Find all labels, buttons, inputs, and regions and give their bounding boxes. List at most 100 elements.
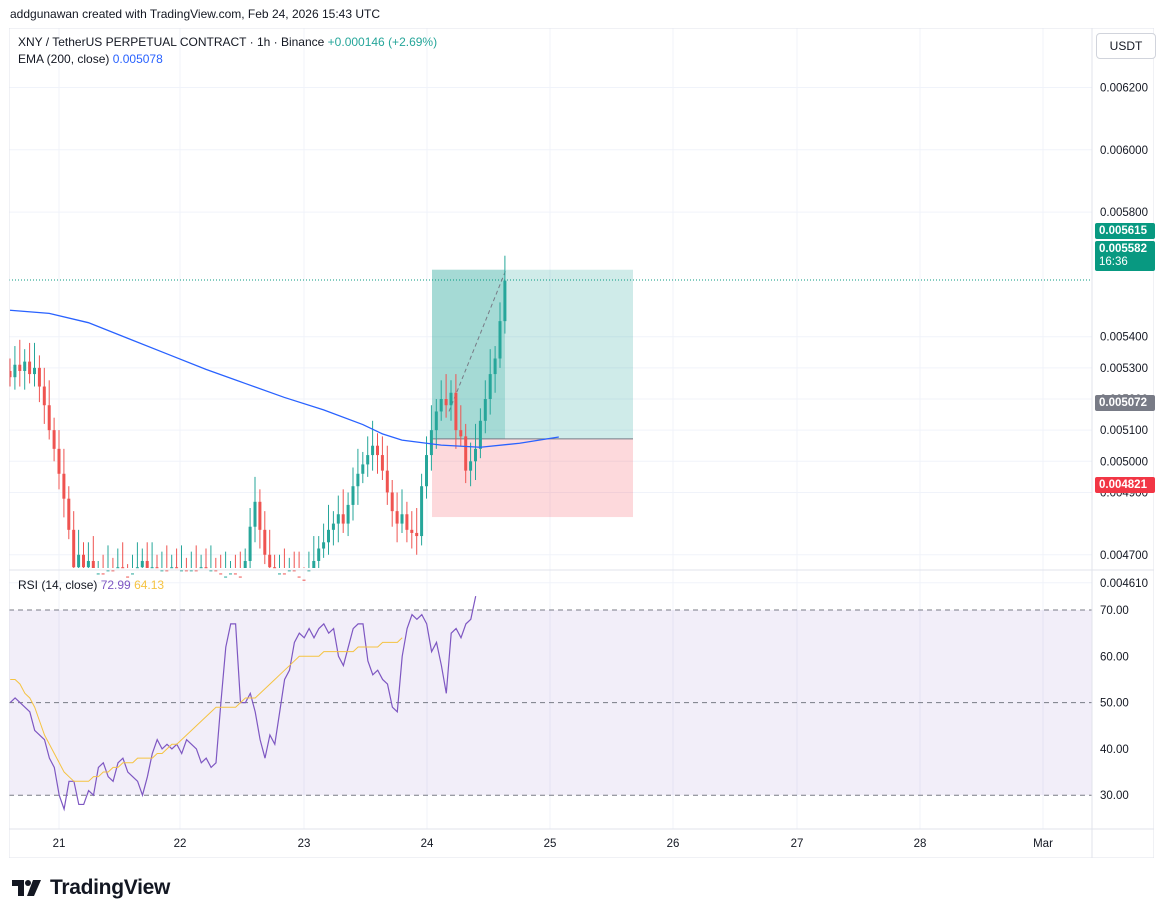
candle-body (106, 570, 110, 572)
candle-body (410, 529, 414, 533)
candle-body (366, 455, 370, 465)
price-tick-label: 0.005400 (1100, 332, 1148, 344)
candle-body (282, 573, 286, 575)
candle-body (380, 455, 384, 471)
candle-body (376, 445, 379, 456)
candle-body (493, 358, 497, 375)
candle-body (233, 573, 237, 575)
candle-body (327, 529, 330, 543)
candle-body (62, 473, 66, 499)
rsi-label: RSI (14, close) (18, 578, 98, 592)
time-tick-label: 26 (667, 838, 680, 850)
time-tick-label: 23 (298, 838, 311, 850)
candle-body (444, 399, 448, 406)
candle-body (307, 570, 311, 572)
candle-body (297, 576, 301, 578)
price-change: +0.000146 (+2.69%) (327, 35, 438, 49)
candle-body (23, 361, 27, 371)
candle-body (131, 573, 134, 575)
price-tick-label: 0.005300 (1100, 363, 1148, 375)
candle-body (346, 504, 350, 524)
candle-body (121, 567, 125, 569)
candle-body (116, 567, 120, 569)
candle-body (498, 321, 502, 359)
candle-body (292, 570, 296, 572)
candle-body (278, 573, 281, 575)
candle-body (390, 492, 394, 512)
candle-body (405, 514, 409, 530)
candle-body (155, 567, 159, 569)
current-price: 0.005582 (1099, 243, 1147, 255)
rsi-ma-value: 64.13 (134, 578, 165, 592)
time-tick-label: 22 (174, 838, 187, 850)
candle-body (67, 498, 71, 530)
candle-body (454, 392, 458, 431)
candle-body (86, 560, 90, 568)
candle-body (33, 367, 36, 375)
candle-body (395, 511, 399, 524)
time-tick-label: 28 (914, 838, 927, 850)
loss-zone (432, 438, 633, 518)
candle-body (503, 280, 507, 322)
candle-body (184, 570, 188, 572)
candle-body (214, 570, 218, 572)
rsi-tick-label: 70.00 (1100, 605, 1129, 617)
candle-body (478, 420, 482, 449)
candle-body (439, 399, 443, 412)
candle-body (160, 570, 164, 572)
candle-body (469, 461, 473, 471)
footer-logo[interactable]: TradingView (12, 876, 170, 900)
candle-body (415, 532, 419, 537)
ema-value: 0.005078 (112, 52, 163, 66)
candle-body (341, 514, 345, 524)
rsi-tick-label: 40.00 (1100, 744, 1129, 756)
candle-body (258, 501, 262, 530)
candle-body (224, 576, 228, 578)
candle-body (175, 567, 179, 569)
candle-body (37, 367, 41, 387)
price-tick-label: 0.004610 (1100, 578, 1148, 590)
candle-body (194, 570, 198, 572)
candle-body (96, 573, 100, 575)
candle-body (204, 567, 208, 569)
candle-body (317, 548, 321, 561)
candle-body (111, 570, 115, 572)
rsi-tick-label: 50.00 (1100, 698, 1129, 710)
candle-body (434, 411, 438, 431)
ema-label: EMA (200, close) (18, 52, 110, 66)
candle-body (229, 573, 232, 575)
candle-body (425, 455, 428, 487)
rsi-tick-label: 60.00 (1100, 651, 1129, 663)
profit-zone-filled (432, 269, 505, 439)
chart-canvas[interactable]: 0.006200 0.006000 0.005800 0.005400 0.005300… (9, 28, 1154, 858)
ema-200-line (9, 309, 559, 448)
candle-body (351, 486, 355, 505)
price-tick-label: 0.004700 (1100, 550, 1148, 562)
rsi-line (9, 595, 477, 812)
candle-body (101, 573, 105, 575)
candle-body (82, 554, 85, 568)
candle-body (449, 392, 453, 406)
rsi-ma-line (10, 637, 403, 782)
candle-body (420, 486, 424, 537)
current-price-tag: 0.005582 16:36 (1095, 241, 1155, 271)
logo-text: TradingView (50, 876, 171, 899)
candle-body (483, 399, 487, 421)
candle-body (268, 554, 272, 568)
candle-body (189, 570, 193, 572)
time-tick-label: 24 (421, 838, 434, 850)
currency-button[interactable]: USDT (1096, 33, 1156, 59)
candle-body (464, 436, 468, 471)
candle-body (13, 364, 17, 378)
candle-body (474, 448, 477, 462)
candle-body (145, 560, 149, 568)
projection-line (448, 269, 507, 412)
price-tick-label: 0.006000 (1100, 145, 1148, 157)
candle-body (371, 445, 375, 456)
candle-body (488, 374, 492, 399)
candle-body (180, 570, 183, 572)
ema-legend: EMA (200, close) 0.005078 (18, 52, 163, 66)
candle-body (331, 523, 335, 530)
candle-body (273, 567, 277, 569)
time-tick-label: Mar (1033, 838, 1053, 850)
